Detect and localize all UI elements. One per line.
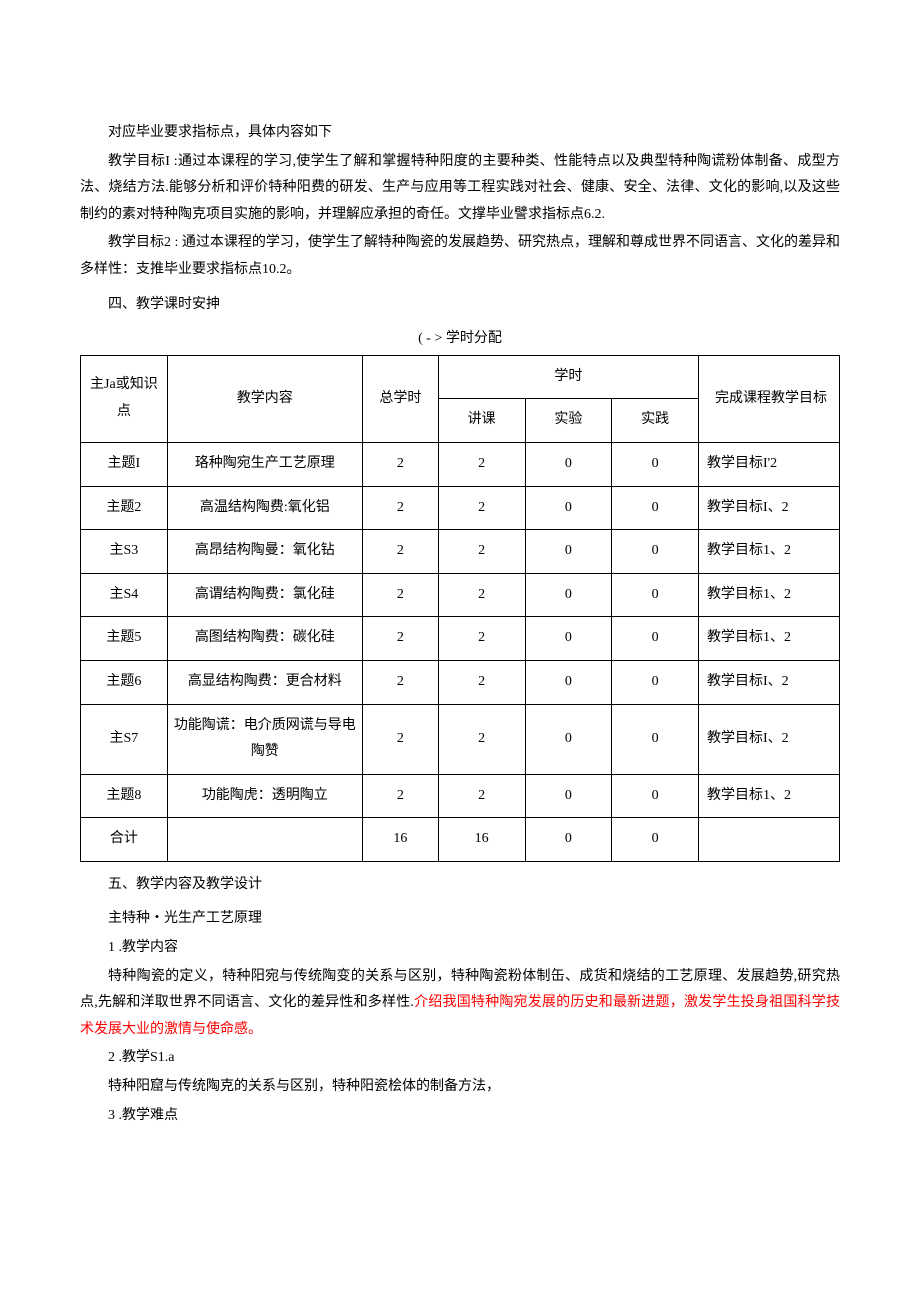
table-body: 主题I 珞种陶宛生产工艺原理 2 2 0 0 教学目标I'2 主题2 高温结构陶… [81,442,840,861]
table-row: 主题I 珞种陶宛生产工艺原理 2 2 0 0 教学目标I'2 [81,442,840,486]
cell-topic: 主题6 [81,660,168,704]
cell-goal: 教学目标I、2 [698,660,839,704]
cell-exp: 0 [525,530,612,574]
table-row-total: 合计 16 16 0 0 [81,818,840,862]
section-title-5: 五、教学内容及教学设计 [80,872,840,899]
cell-lecture: 2 [438,530,525,574]
item-2: 2 .教学S1.a [80,1045,840,1072]
cell-content: 高温结构陶费:氧化铝 [167,486,362,530]
cell-topic: 主S3 [81,530,168,574]
cell-total: 2 [362,660,438,704]
item-3: 3 .教学难点 [80,1103,840,1130]
cell-exp: 0 [525,660,612,704]
section-title-4: 四、教学课时安抻 [80,292,840,319]
paragraph-goal1: 教学目标I :通过本课程的学习,使学生了解和掌握特种阳度的主要种类、性能特点以及… [80,149,840,229]
cell-lecture: 2 [438,617,525,661]
cell-prac: 0 [612,704,699,774]
cell-total: 2 [362,774,438,818]
table-row: 主S7 功能陶谎：电介质网谎与导电陶赞 2 2 0 0 教学目标I、2 [81,704,840,774]
cell-prac: 0 [612,617,699,661]
item-1: 1 .教学内容 [80,935,840,962]
table-header-row1: 主Ja或知识点 教学内容 总学时 学时 完成课程教学目标 [81,355,840,399]
cell-lecture: 2 [438,774,525,818]
cell-total: 16 [362,818,438,862]
cell-content: 功能陶谎：电介质网谎与导电陶赞 [167,704,362,774]
cell-lecture: 16 [438,818,525,862]
cell-goal: 教学目标1、2 [698,530,839,574]
cell-content: 珞种陶宛生产工艺原理 [167,442,362,486]
cell-prac: 0 [612,660,699,704]
header-lecture: 讲课 [438,399,525,443]
header-topic: 主Ja或知识点 [81,355,168,442]
cell-total: 2 [362,486,438,530]
table-row: 主题6 高显结构陶费：更合材料 2 2 0 0 教学目标I、2 [81,660,840,704]
paragraph-intro: 对应毕业要求指标点，具体内容如下 [80,120,840,147]
cell-lecture: 2 [438,660,525,704]
cell-content: 高谓结构陶费：氯化硅 [167,573,362,617]
table-row: 主S4 高谓结构陶费：氯化硅 2 2 0 0 教学目标1、2 [81,573,840,617]
cell-goal: 教学目标I、2 [698,486,839,530]
cell-lecture: 2 [438,704,525,774]
cell-total: 2 [362,442,438,486]
cell-exp: 0 [525,486,612,530]
header-content: 教学内容 [167,355,362,442]
table-row: 主题8 功能陶虎：透明陶立 2 2 0 0 教学目标1、2 [81,774,840,818]
cell-goal: 教学目标1、2 [698,617,839,661]
cell-prac: 0 [612,442,699,486]
cell-prac: 0 [612,818,699,862]
paragraph-goal2: 教学目标2 : 通过本课程的学习，使学生了解特种陶瓷的发展趋势、研究热点，理解和… [80,230,840,283]
hours-table: 主Ja或知识点 教学内容 总学时 学时 完成课程教学目标 讲课 实验 实践 主题… [80,355,840,862]
paragraph-subtitle: 主特种・光生产工艺原理 [80,906,840,933]
header-practice: 实践 [612,399,699,443]
cell-total: 2 [362,530,438,574]
cell-goal: 教学目标I、2 [698,704,839,774]
cell-content: 高显结构陶费：更合材料 [167,660,362,704]
cell-goal: 教学目标1、2 [698,774,839,818]
cell-lecture: 2 [438,573,525,617]
cell-total: 2 [362,573,438,617]
cell-prac: 0 [612,486,699,530]
cell-exp: 0 [525,774,612,818]
cell-exp: 0 [525,704,612,774]
cell-topic: 主题2 [81,486,168,530]
cell-topic: 主题I [81,442,168,486]
cell-content: 高昂结构陶曼：氧化钻 [167,530,362,574]
cell-content: 高图结构陶费：碳化硅 [167,617,362,661]
cell-topic: 合计 [81,818,168,862]
cell-goal: 教学目标I'2 [698,442,839,486]
table-row: 主S3 高昂结构陶曼：氧化钻 2 2 0 0 教学目标1、2 [81,530,840,574]
header-hours: 学时 [438,355,698,399]
cell-exp: 0 [525,818,612,862]
header-total: 总学时 [362,355,438,442]
cell-content: 功能陶虎：透明陶立 [167,774,362,818]
table-row: 主题2 高温结构陶费:氧化铝 2 2 0 0 教学目标I、2 [81,486,840,530]
table-caption: ( - > 学时分配 [80,326,840,353]
cell-total: 2 [362,704,438,774]
cell-exp: 0 [525,573,612,617]
cell-total: 2 [362,617,438,661]
cell-lecture: 2 [438,486,525,530]
paragraph-content1: 特种陶瓷的定义，特种阳宛与传统陶变的关系与区别，特种陶瓷粉体制缶、成货和烧结的工… [80,964,840,1044]
cell-topic: 主题5 [81,617,168,661]
cell-lecture: 2 [438,442,525,486]
header-experiment: 实验 [525,399,612,443]
cell-prac: 0 [612,774,699,818]
cell-prac: 0 [612,573,699,617]
cell-goal [698,818,839,862]
header-goal: 完成课程教学目标 [698,355,839,442]
cell-topic: 主S7 [81,704,168,774]
table-row: 主题5 高图结构陶费：碳化硅 2 2 0 0 教学目标1、2 [81,617,840,661]
cell-prac: 0 [612,530,699,574]
paragraph-content2: 特种阳窟与传统陶克的关系与区别，特种阳瓷桧体的制备方法， [80,1074,840,1101]
cell-exp: 0 [525,617,612,661]
cell-exp: 0 [525,442,612,486]
cell-content [167,818,362,862]
cell-goal: 教学目标1、2 [698,573,839,617]
cell-topic: 主题8 [81,774,168,818]
cell-topic: 主S4 [81,573,168,617]
